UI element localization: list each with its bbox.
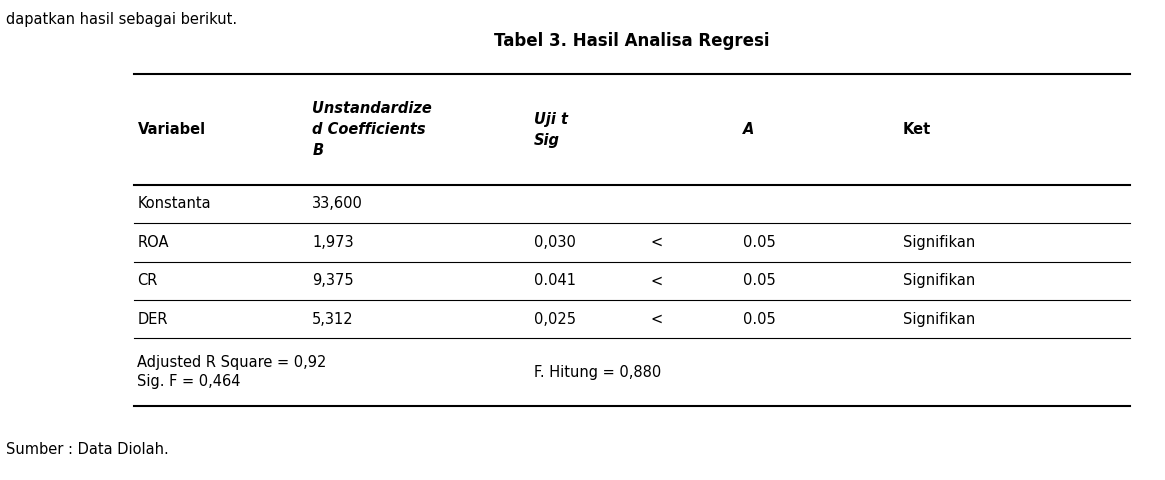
Text: Konstanta: Konstanta: [137, 196, 211, 212]
Text: Signifikan: Signifikan: [903, 235, 975, 250]
Text: 0.05: 0.05: [743, 235, 776, 250]
Text: Signifikan: Signifikan: [903, 312, 975, 327]
Text: 0,025: 0,025: [534, 312, 576, 327]
Text: Tabel 3. Hasil Analisa Regresi: Tabel 3. Hasil Analisa Regresi: [494, 33, 770, 50]
Text: 0,030: 0,030: [534, 235, 576, 250]
Text: 1,973: 1,973: [312, 235, 354, 250]
Text: <: <: [650, 235, 663, 250]
Text: ROA: ROA: [137, 235, 169, 250]
Text: 0.041: 0.041: [534, 273, 576, 288]
Text: Variabel: Variabel: [137, 122, 205, 137]
Text: 0.05: 0.05: [743, 273, 776, 288]
Text: Unstandardize
d Coefficients
B: Unstandardize d Coefficients B: [312, 101, 432, 158]
Text: <: <: [650, 312, 663, 327]
Text: F. Hitung = 0,880: F. Hitung = 0,880: [534, 364, 661, 380]
Text: Adjusted R Square = 0,92
Sig. F = 0,464: Adjusted R Square = 0,92 Sig. F = 0,464: [137, 355, 327, 389]
Text: Sumber : Data Diolah.: Sumber : Data Diolah.: [6, 442, 169, 456]
Text: Ket: Ket: [903, 122, 931, 137]
Text: 5,312: 5,312: [312, 312, 354, 327]
Text: dapatkan hasil sebagai berikut.: dapatkan hasil sebagai berikut.: [6, 12, 236, 27]
Text: 33,600: 33,600: [312, 196, 363, 212]
Text: CR: CR: [137, 273, 157, 288]
Text: Uji t
Sig: Uji t Sig: [534, 112, 567, 148]
Text: Signifikan: Signifikan: [903, 273, 975, 288]
Text: <: <: [650, 273, 663, 288]
Text: A: A: [743, 122, 755, 137]
Text: 0.05: 0.05: [743, 312, 776, 327]
Text: 9,375: 9,375: [312, 273, 354, 288]
Text: DER: DER: [137, 312, 168, 327]
